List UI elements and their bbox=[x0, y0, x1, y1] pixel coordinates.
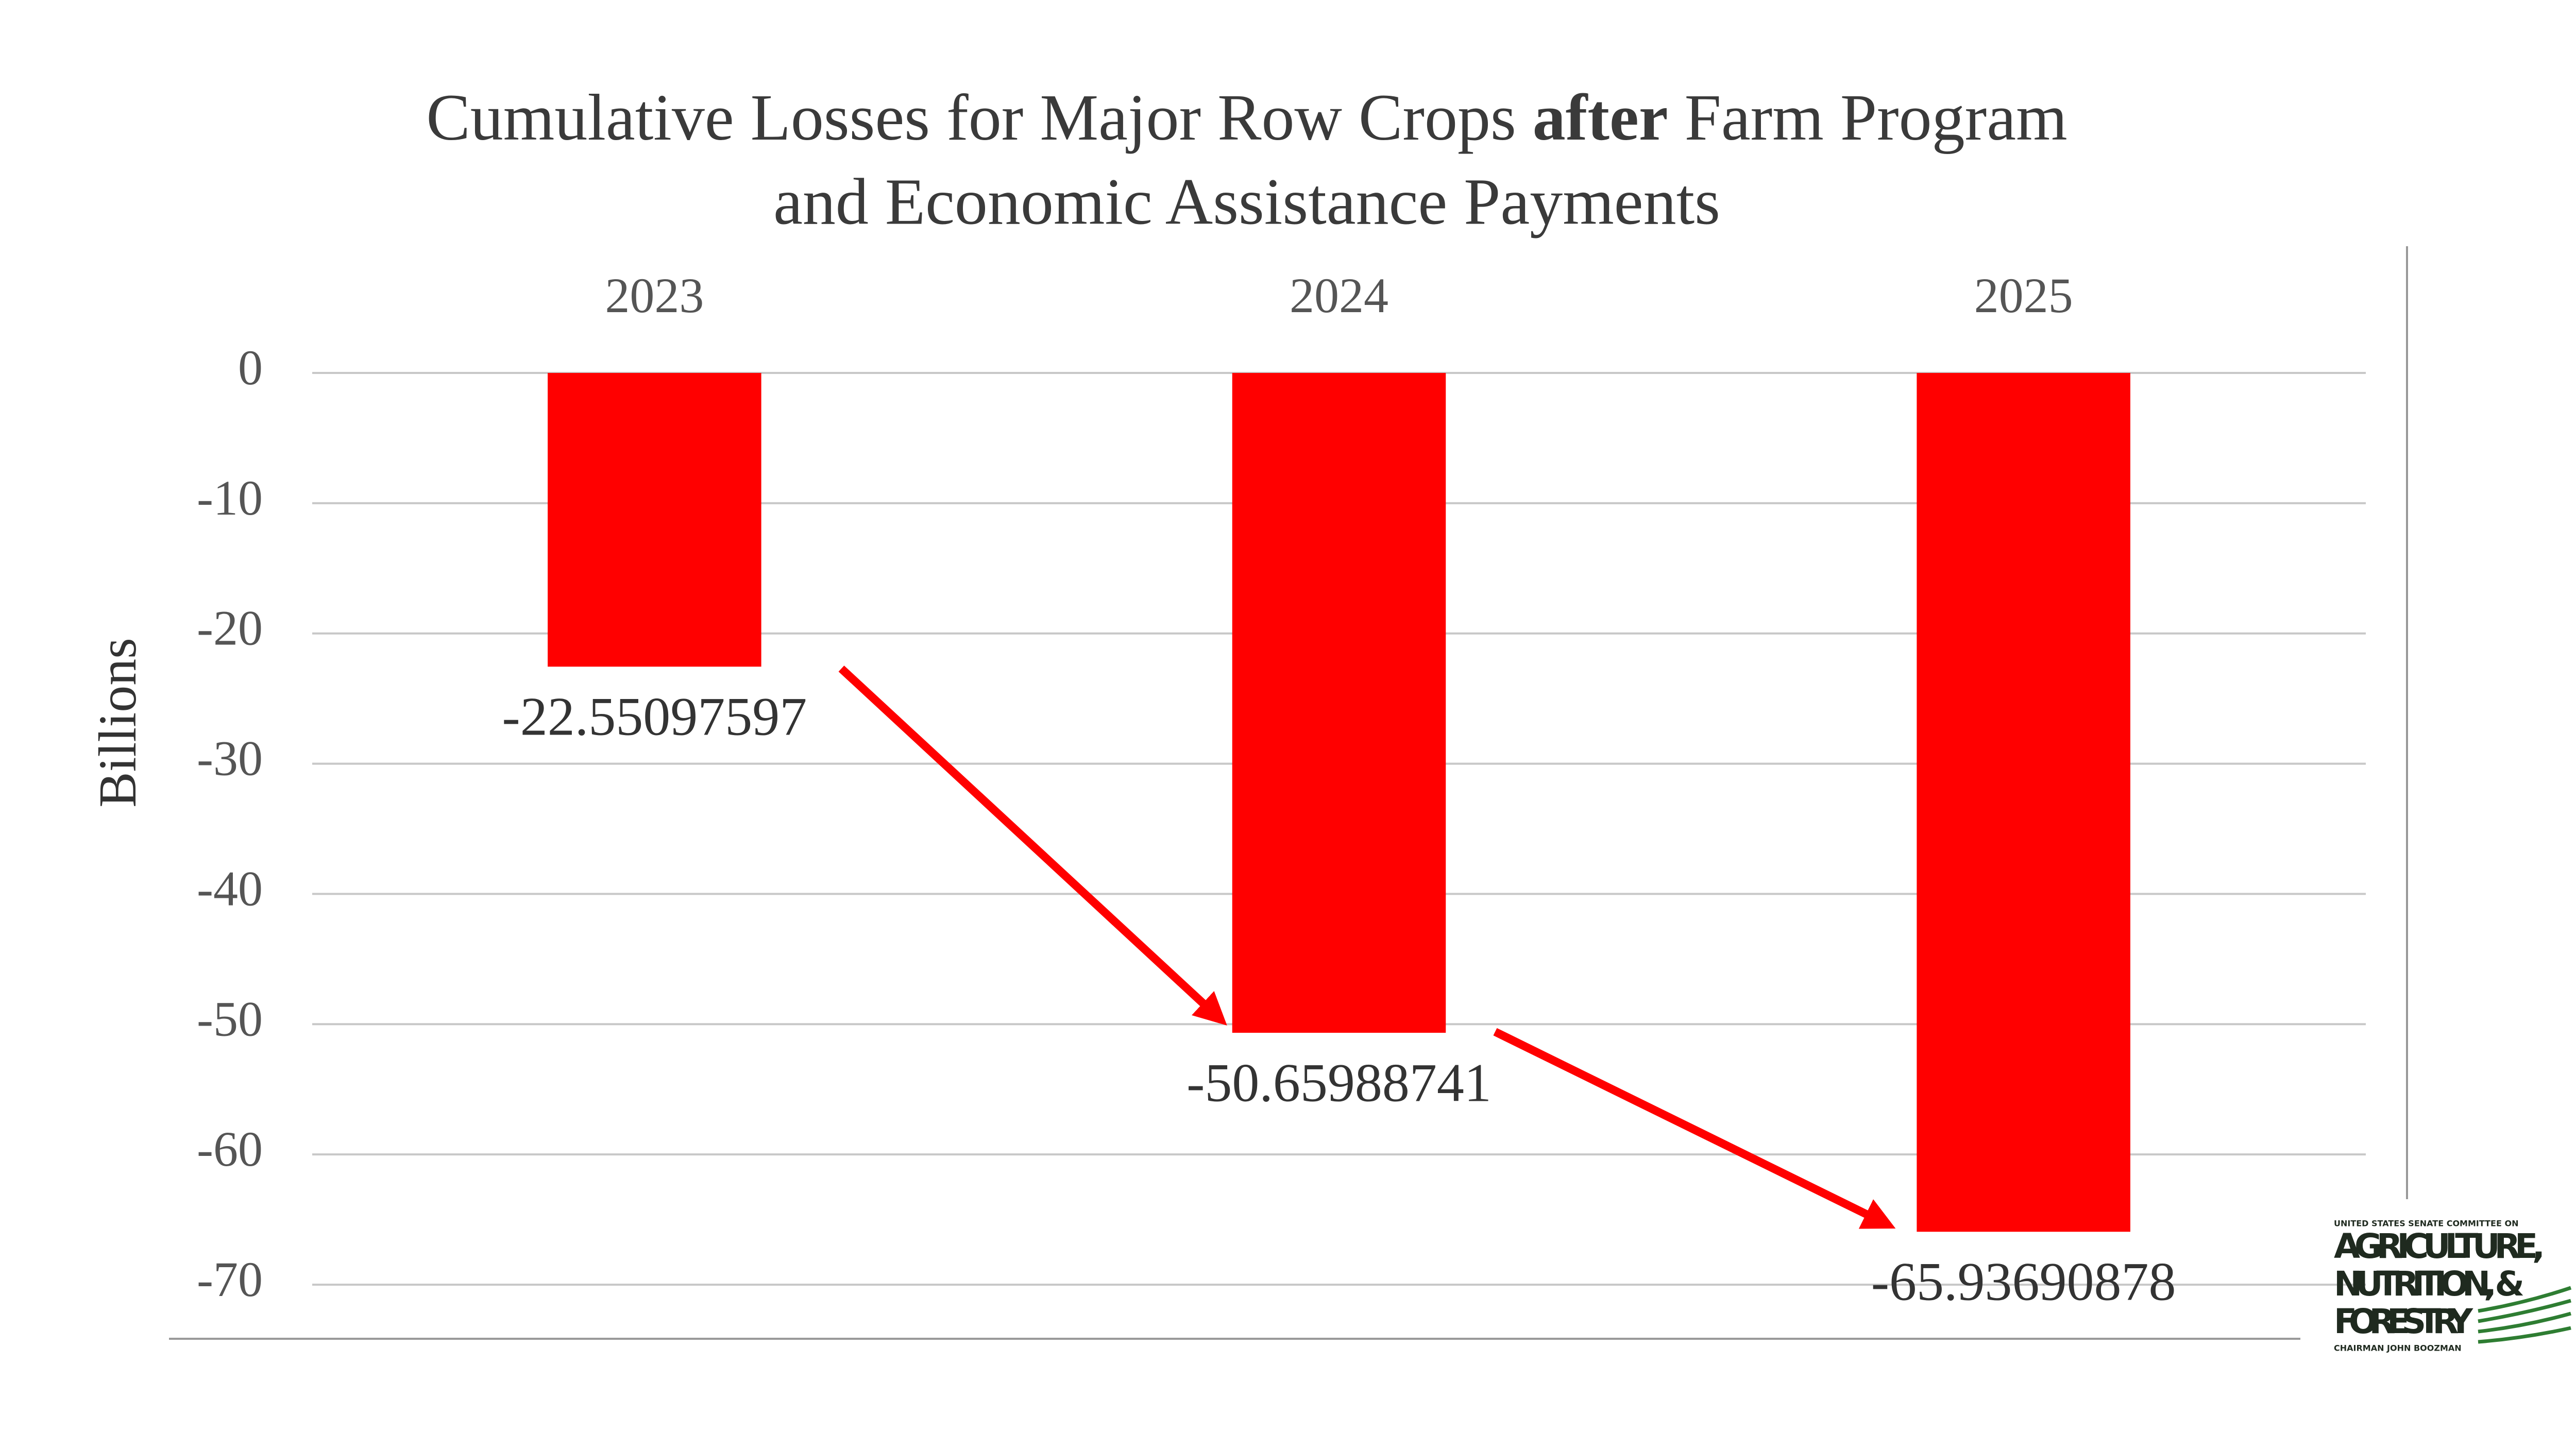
bar bbox=[1232, 373, 1446, 1033]
title-part: after bbox=[1533, 81, 1668, 154]
y-tick-label: 0 bbox=[238, 340, 263, 395]
y-tick-label: -30 bbox=[197, 731, 263, 786]
logo: UNITED STATES SENATE COMMITTEE ON AGRICU… bbox=[2334, 1219, 2572, 1353]
x-tick-label: 2024 bbox=[1290, 268, 1388, 323]
title-part: Farm Program bbox=[1668, 81, 2067, 154]
y-tick-label: -60 bbox=[197, 1121, 263, 1177]
y-tick-label: -70 bbox=[197, 1252, 263, 1307]
logo-swoosh bbox=[2478, 1286, 2572, 1344]
y-tick-label: -50 bbox=[197, 991, 263, 1046]
y-axis-label: Billions bbox=[88, 638, 147, 807]
bar bbox=[1917, 373, 2130, 1232]
bar bbox=[548, 373, 761, 667]
logo-text: UNITED STATES SENATE COMMITTEE ON bbox=[2334, 1219, 2518, 1229]
data-label: -65.93690878 bbox=[1871, 1252, 2176, 1312]
data-label: -22.55097597 bbox=[502, 687, 807, 747]
x-tick-label: 2025 bbox=[1974, 268, 2073, 323]
trend-arrow bbox=[1493, 1028, 1896, 1229]
title-part: Cumulative Losses for Major Row Crops bbox=[426, 81, 1532, 154]
logo-text: NUTRITION, & bbox=[2334, 1264, 2524, 1304]
trend-arrow bbox=[838, 666, 1227, 1026]
logo-text: AGRICULTURE, bbox=[2334, 1226, 2545, 1266]
y-tick-label: -10 bbox=[197, 470, 263, 525]
plot-area: 0 -10 -20 -30 -40 -50 -60 -70 2023 -22.55097597 20… bbox=[197, 268, 2366, 1312]
data-label: -50.65988741 bbox=[1187, 1052, 1492, 1113]
chart-title: Cumulative Losses for Major Row Crops af… bbox=[426, 81, 2067, 154]
logo-text: CHAIRMAN JOHN BOOZMAN bbox=[2334, 1343, 2462, 1353]
chart-title: and Economic Assistance Payments bbox=[773, 165, 1720, 238]
y-tick-label: -40 bbox=[197, 861, 263, 916]
x-tick-label: 2023 bbox=[605, 268, 704, 323]
logo-text: FORESTRY bbox=[2334, 1302, 2473, 1341]
y-tick-label: -20 bbox=[197, 601, 263, 656]
